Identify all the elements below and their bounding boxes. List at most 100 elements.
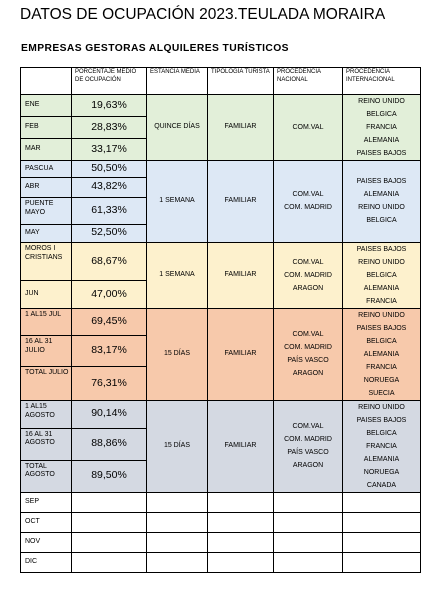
- occupancy-percentage: 50,50%: [71, 160, 147, 178]
- occupancy-percentage: 69,45%: [71, 307, 147, 336]
- month-cell: MOROS I CRISTIANS: [20, 241, 72, 282]
- table-row: TOTAL JULIO 76,31%: [20, 366, 421, 401]
- occupancy-percentage: 76,31%: [71, 366, 147, 401]
- empty-cell: [342, 551, 421, 573]
- procedencia-nacional: COM.VAL: [273, 94, 343, 161]
- empty-cell: [207, 511, 274, 533]
- procedencia-internacional: PAISES BAJOS ALEMANIA REINO UNIDO BELGICA: [342, 160, 421, 243]
- nacional-origin: ARAGON: [292, 462, 324, 470]
- international-origin: NORUEGA: [363, 376, 400, 384]
- table-row: NOV: [20, 531, 421, 553]
- month-cell: PUENTE MAYO: [20, 196, 72, 225]
- occupancy-percentage: 19,63%: [71, 94, 147, 117]
- nacional-origin: PAÍS VASCO: [287, 449, 329, 457]
- header-porcentaje: PORCENTAJE MEDIO DE OCUPACIÓN: [71, 67, 147, 95]
- estancia-media: 1 SEMANA: [146, 160, 208, 243]
- tipologia-turista: FAMILIAR: [207, 399, 274, 493]
- occupancy-table: PORCENTAJE MEDIO DE OCUPACIÓN ESTANCIA M…: [20, 67, 421, 573]
- header-nacional: PROCEDENCIA NACIONAL: [273, 67, 343, 95]
- month-cell: FEB: [20, 116, 72, 139]
- international-origin: ALEMANIA: [363, 284, 400, 292]
- table-row: FEB 28,83%: [20, 116, 421, 139]
- occupancy-percentage: 43,82%: [71, 176, 147, 198]
- empty-cell: [342, 511, 421, 533]
- month-cell: OCT: [20, 511, 72, 533]
- header-estancia: ESTANCIA MEDIA: [146, 67, 208, 95]
- procedencia-internacional: REINO UNIDO PAISES BAJOS BELGICA ALEMANIA FR…: [342, 307, 421, 401]
- international-origin: ALEMANIA: [363, 137, 400, 144]
- procedencia-internacional: REINO UNIDO PAISES BAJOS BELGICA FRANCIA ALE…: [342, 399, 421, 493]
- international-origin: REINO UNIDO: [358, 311, 405, 319]
- nacional-origin: COM.VAL: [292, 258, 324, 266]
- international-origin: FRANCIA: [366, 124, 397, 131]
- month-cell: 1 AL15 AGOSTO: [20, 399, 72, 429]
- page-subtitle: EMPRESAS GESTORAS ALQUILERES TURÍSTICOS: [21, 43, 289, 54]
- empty-cell: [71, 491, 147, 513]
- month-cell: 1 AL15 JUL: [20, 307, 72, 336]
- empty-cell: [273, 551, 343, 573]
- procedencia-internacional: REINO UNIDO BELGICA FRANCIA ALEMANIA PAISES …: [342, 94, 421, 161]
- estancia-media: 15 DÍAS: [146, 399, 208, 493]
- nacional-origin: COM.VAL: [292, 331, 324, 339]
- month-cell: SEP: [20, 491, 72, 513]
- international-origin: ALEMANIA: [363, 350, 400, 358]
- tipologia-turista: FAMILIAR: [207, 307, 274, 401]
- procedencia-nacional: COM.VAL COM. MADRID PAÍS VASCO ARAGON: [273, 307, 343, 401]
- international-origin: ALEMANIA: [363, 455, 400, 463]
- international-origin: REINO UNIDO: [358, 258, 405, 266]
- header-mes: [20, 67, 72, 95]
- occupancy-percentage: 89,50%: [71, 459, 147, 493]
- nacional-origin: PAÍS VASCO: [287, 357, 329, 365]
- month-cell: TOTAL AGOSTO: [20, 459, 72, 493]
- month-cell: NOV: [20, 531, 72, 553]
- month-cell: 16 AL 31 JULIO: [20, 334, 72, 368]
- table-row: JUN 47,00%: [20, 280, 421, 309]
- nacional-origin: COM.VAL: [292, 191, 324, 199]
- month-cell: MAR: [20, 138, 72, 161]
- international-origin: PAISES BAJOS: [356, 178, 407, 186]
- international-origin: BELGICA: [366, 429, 397, 437]
- international-origin: BELGICA: [366, 337, 397, 345]
- estancia-media: QUINCE DÍAS: [146, 94, 208, 161]
- international-origin: BELGICA: [366, 111, 397, 118]
- table-row: TOTAL AGOSTO 89,50%: [20, 459, 421, 493]
- month-cell: PASCUA: [20, 160, 72, 178]
- occupancy-percentage: 90,14%: [71, 399, 147, 429]
- table-row: MAY 52,50%: [20, 223, 421, 243]
- table-row: 16 AL 31 JULIO 83,17%: [20, 334, 421, 368]
- international-origin: FRANCIA: [366, 442, 397, 450]
- table-row: 1 AL15 JUL 69,45% 15 DÍAS FAMILIAR COM.VAL CO…: [20, 307, 421, 401]
- international-origin: REINO UNIDO: [358, 403, 405, 411]
- table-row: 16 AL 31 AGOSTO 88,86%: [20, 427, 421, 461]
- nacional-origin: COM. MADRID: [284, 344, 332, 352]
- table-row: SEP: [20, 491, 421, 513]
- empty-cell: [207, 531, 274, 553]
- empty-cell: [342, 491, 421, 513]
- empty-cell: [71, 551, 147, 573]
- estancia-media: 1 SEMANA: [146, 241, 208, 309]
- international-origin: PAISES BAJOS: [356, 150, 407, 157]
- month-cell: ENE: [20, 94, 72, 117]
- occupancy-percentage: 33,17%: [71, 138, 147, 161]
- empty-cell: [71, 531, 147, 553]
- international-origin: FRANCIA: [366, 297, 397, 305]
- empty-cell: [71, 511, 147, 533]
- table-row: 1 AL15 AGOSTO 90,14% 15 DÍAS FAMILIAR COM.VA…: [20, 399, 421, 493]
- international-origin: NORUEGA: [363, 468, 400, 476]
- international-origin: FRANCIA: [366, 363, 397, 371]
- estancia-media: 15 DÍAS: [146, 307, 208, 401]
- empty-cell: [146, 511, 208, 533]
- empty-cell: [146, 491, 208, 513]
- empty-cell: [273, 511, 343, 533]
- international-origin: BELGICA: [366, 217, 397, 225]
- page-title: DATOS DE OCUPACIÓN 2023.TEULADA MORAIRA: [20, 6, 386, 23]
- occupancy-percentage: 28,83%: [71, 116, 147, 139]
- table-row: PASCUA 50,50% 1 SEMANA FAMILIAR COM.VAL COM. …: [20, 160, 421, 243]
- occupancy-percentage: 88,86%: [71, 427, 147, 461]
- table-row: MOROS I CRISTIANS 68,67% 1 SEMANA FAMILIAR C…: [20, 241, 421, 309]
- occupancy-percentage: 83,17%: [71, 334, 147, 368]
- procedencia-nacional: COM.VAL COM. MADRID PAÍS VASCO ARAGON: [273, 399, 343, 493]
- tipologia-turista: FAMILIAR: [207, 241, 274, 309]
- nacional-origin: COM. MADRID: [284, 271, 332, 279]
- international-origin: PAISES BAJOS: [356, 416, 407, 424]
